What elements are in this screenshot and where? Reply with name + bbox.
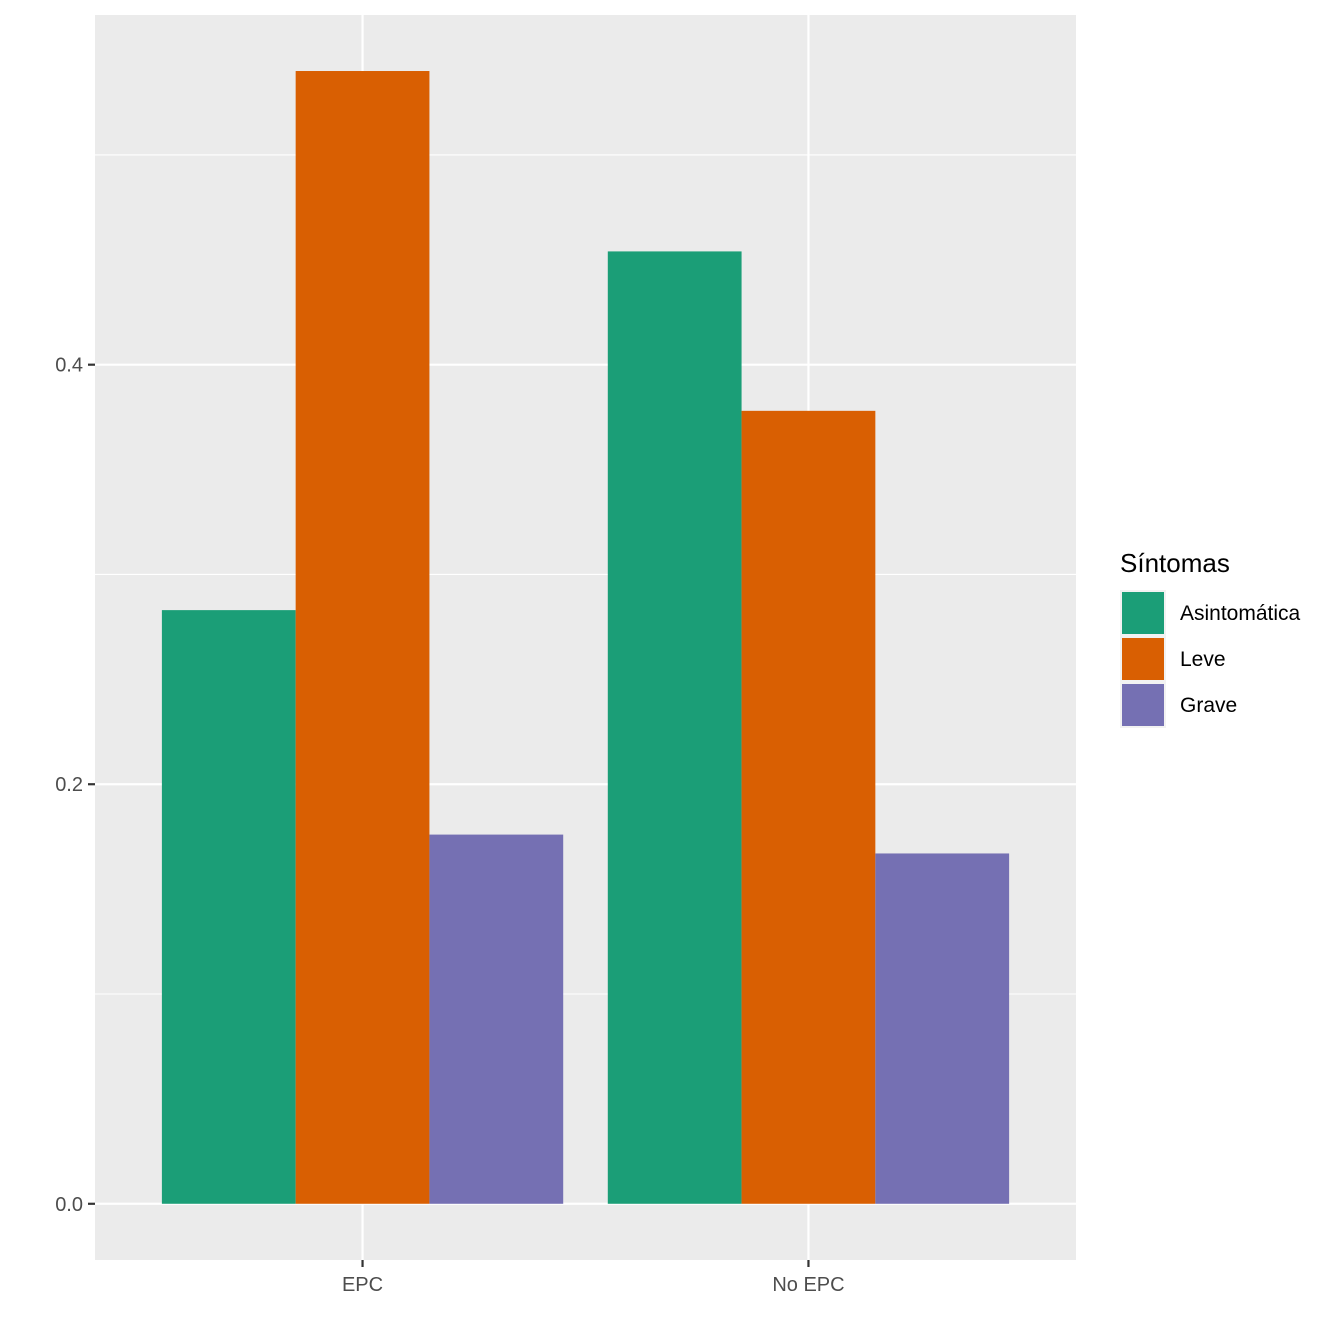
legend-key-grave bbox=[1122, 684, 1164, 726]
bar-asintom-tica-epc bbox=[161, 610, 296, 1204]
bar-grave-epc bbox=[429, 834, 564, 1204]
bar-asintom-tica-no-epc bbox=[607, 251, 742, 1204]
x-tick-label: EPC bbox=[342, 1274, 383, 1296]
legend-title: Síntomas bbox=[1120, 548, 1230, 578]
y-tick-label: 0.2 bbox=[55, 774, 83, 796]
bar-leve-epc bbox=[295, 71, 430, 1204]
legend-label: Grave bbox=[1180, 694, 1237, 717]
legend-key-asintom-tica bbox=[1122, 592, 1164, 634]
bar-grave-no-epc bbox=[875, 853, 1010, 1204]
y-axis: 0.0 0.2 0.4 bbox=[55, 355, 95, 1216]
x-tick-label: No EPC bbox=[772, 1274, 844, 1296]
x-axis: EPC No EPC bbox=[342, 1260, 845, 1296]
legend-label: Asintomática bbox=[1180, 602, 1301, 625]
legend-key-leve bbox=[1122, 638, 1164, 680]
bars bbox=[161, 71, 1010, 1204]
legend-label: Leve bbox=[1180, 648, 1226, 671]
bar-leve-no-epc bbox=[741, 410, 876, 1204]
y-tick-label: 0.4 bbox=[55, 355, 83, 377]
legend: Síntomas Asintomática Leve Grave bbox=[1120, 548, 1301, 728]
y-tick-label: 0.0 bbox=[55, 1194, 83, 1216]
